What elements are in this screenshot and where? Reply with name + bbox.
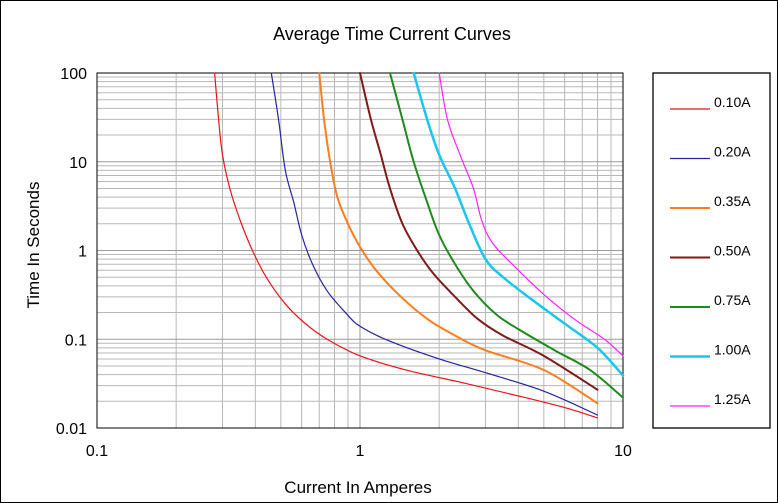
legend-label: 1.00A	[714, 342, 751, 358]
series-line-0-50a	[359, 72, 599, 391]
legend-item: 1.00A	[670, 342, 751, 358]
chart-title: Average Time Current Curves	[273, 24, 511, 44]
legend: 0.10A 0.20A 0.35A 0.50A 0.75A 1.00A 1.25A	[670, 94, 751, 407]
series-layer	[214, 71, 625, 419]
legend-label: 0.75A	[714, 292, 751, 308]
legend-item: 0.50A	[670, 243, 751, 259]
x-axis-label: Current In Amperes	[284, 478, 431, 497]
x-tick-labels: 0.1 1 10	[86, 443, 632, 460]
x-tick-label: 0.1	[86, 443, 108, 460]
y-tick-label: 0.01	[56, 421, 87, 438]
legend-item: 0.10A	[670, 94, 751, 110]
y-tick-label: 10	[69, 155, 87, 172]
y-tick-labels: 0.01 0.1 1 10 100	[56, 66, 87, 438]
legend-label: 0.35A	[714, 193, 751, 209]
y-tick-label: 1	[78, 244, 87, 261]
legend-item: 0.20A	[670, 144, 751, 160]
legend-item: 0.35A	[670, 193, 751, 209]
plot-grid	[97, 73, 623, 428]
y-axis-label: Time In Seconds	[24, 182, 43, 309]
series-line-0-35a	[318, 72, 599, 405]
series-line-0-10a	[214, 72, 599, 419]
legend-item: 1.25A	[670, 391, 751, 407]
y-tick-label: 0.1	[65, 332, 87, 349]
legend-box	[652, 72, 771, 429]
series-line-0-20a	[270, 72, 599, 416]
x-tick-label: 10	[614, 443, 632, 460]
legend-item: 0.75A	[670, 292, 751, 308]
legend-label: 1.25A	[714, 391, 751, 407]
series-line-1-00a	[412, 71, 625, 377]
legend-label: 0.50A	[714, 243, 751, 259]
series-line-1-25a	[438, 72, 624, 357]
legend-label: 0.20A	[714, 144, 751, 160]
y-tick-label: 100	[60, 66, 87, 83]
series-line-0-75a	[388, 72, 624, 399]
x-tick-label: 1	[356, 443, 365, 460]
legend-label: 0.10A	[714, 94, 751, 110]
